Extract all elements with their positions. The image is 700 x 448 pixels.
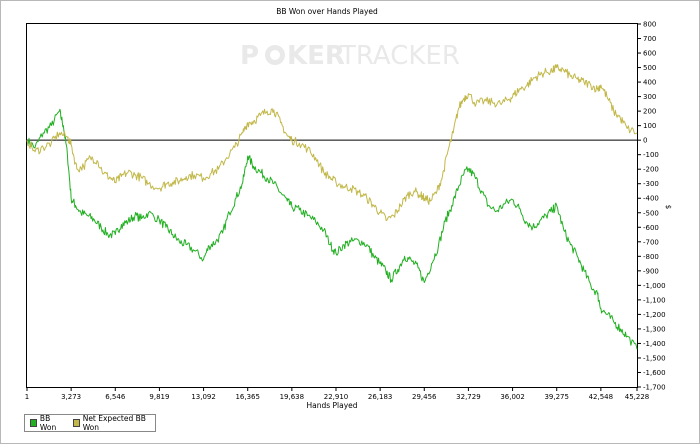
y-axis: 800 700 600 500 400 300 200 100 0 -100 -200 -300 -40… xyxy=(637,21,666,392)
y-tick-label: -1,600 xyxy=(643,369,666,377)
watermark-text-right: TRACKER xyxy=(339,41,460,71)
y-tick-label: -1,500 xyxy=(643,354,666,362)
y-tick-label: -100 xyxy=(643,151,659,159)
legend-item-bb-won: BB Won xyxy=(30,414,64,432)
x-tick-label: 22,910 xyxy=(324,393,349,401)
watermark-text-mid: KER xyxy=(287,41,345,71)
y-tick-label: -800 xyxy=(643,253,659,261)
plot-area xyxy=(26,23,638,388)
y-tick-label: -1,000 xyxy=(643,282,666,290)
y-unit-label: $ xyxy=(664,205,672,209)
watermark-text-left: P xyxy=(240,41,259,71)
watermark: P KER TRACKER xyxy=(240,41,460,71)
y-tick-label: -500 xyxy=(643,209,659,217)
y-tick-label: 700 xyxy=(643,35,656,43)
x-tick-label: 39,275 xyxy=(544,393,569,401)
x-tick-label: 29,456 xyxy=(412,393,437,401)
y-tick-label: -1,100 xyxy=(643,296,666,304)
x-tick-label: 36,002 xyxy=(500,393,525,401)
legend-label-bb-won: BB Won xyxy=(39,414,57,432)
y-tick-label: 100 xyxy=(643,122,656,130)
y-tick-label: -1,300 xyxy=(643,325,666,333)
series-line-net-expected-bb-won xyxy=(26,64,638,222)
y-tick-label: 500 xyxy=(643,64,656,72)
x-tick-label: 16,365 xyxy=(235,393,260,401)
x-tick-label: 26,183 xyxy=(368,393,393,401)
chart-title: BB Won over Hands Played xyxy=(276,7,378,16)
y-tick-label: -300 xyxy=(643,180,659,188)
x-tick-label: 13,092 xyxy=(191,393,216,401)
y-tick-label: 400 xyxy=(643,79,656,87)
y-tick-label: -600 xyxy=(643,224,659,232)
y-tick-label: 200 xyxy=(643,108,656,116)
y-tick-label: 300 xyxy=(643,93,656,101)
poker-chip-icon xyxy=(265,45,285,65)
legend-item-net-expected: Net Expected BB Won xyxy=(72,414,151,432)
y-tick-label: -700 xyxy=(643,238,659,246)
series-layer xyxy=(26,64,638,350)
x-tick-label: 42,548 xyxy=(589,393,614,401)
y-tick-label: -1,700 xyxy=(643,384,666,392)
x-tick-label: 9,819 xyxy=(149,393,169,401)
y-tick-label: -1,200 xyxy=(643,311,666,319)
x-tick-label: 19,638 xyxy=(280,393,305,401)
y-tick-label: -900 xyxy=(643,267,659,275)
y-tick-label: -400 xyxy=(643,195,659,203)
legend-label-net-expected: Net Expected BB Won xyxy=(82,414,146,432)
legend: BB Won Net Expected BB Won xyxy=(24,414,156,432)
x-tick-label: 45,228 xyxy=(625,393,650,401)
y-tick-label: -200 xyxy=(643,166,659,174)
x-tick-label: 6,546 xyxy=(105,393,126,401)
y-tick-label: 0 xyxy=(643,137,647,145)
y-tick-label: 800 xyxy=(643,21,656,29)
x-tick-label: 32,729 xyxy=(456,393,481,401)
series-line-bb-won xyxy=(26,108,638,350)
y-tick-label: -1,400 xyxy=(643,340,666,348)
x-axis-title: Hands Played xyxy=(306,401,357,410)
legend-swatch-net-expected xyxy=(72,419,80,427)
legend-swatch-bb-won xyxy=(30,419,37,427)
y-tick-label: 600 xyxy=(643,50,656,58)
x-tick-label: 1 xyxy=(25,393,29,401)
x-tick-label: 3,273 xyxy=(61,393,81,401)
x-axis: 1 3,273 6,546 9,819 13,092 16,365 19,638 22,910… xyxy=(25,387,649,401)
